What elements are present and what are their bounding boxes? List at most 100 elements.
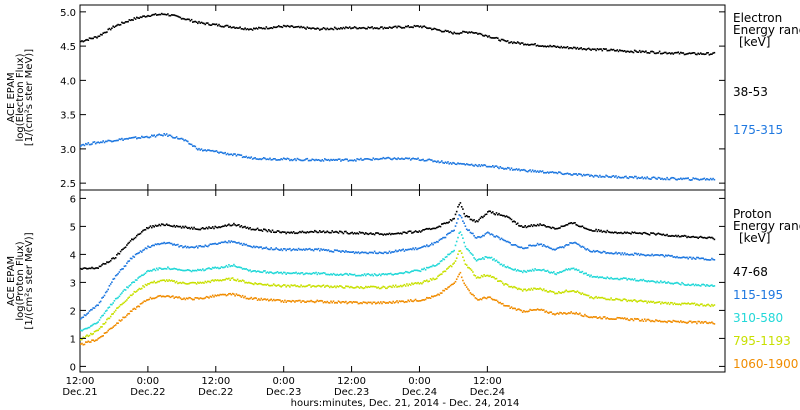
proton-point	[422, 281, 424, 284]
proton-point	[454, 213, 457, 216]
proton-point	[482, 216, 484, 219]
proton-point	[362, 274, 365, 277]
proton-point	[596, 230, 599, 233]
electron-point	[709, 177, 712, 180]
proton-point	[361, 251, 363, 253]
proton-point	[148, 246, 151, 248]
electron-point	[386, 157, 388, 159]
proton-point	[468, 229, 470, 231]
proton-point	[459, 271, 462, 274]
proton-point	[605, 277, 607, 280]
electron-point	[441, 30, 443, 33]
proton-point	[86, 313, 88, 315]
proton-point	[85, 341, 87, 343]
proton-point	[236, 242, 239, 244]
proton-point	[256, 246, 259, 248]
electron-point	[219, 25, 221, 27]
proton-point	[504, 283, 507, 285]
proton-point	[554, 292, 556, 295]
electron-point	[322, 27, 325, 29]
proton-point	[564, 312, 566, 314]
electron-point	[489, 36, 492, 39]
proton-point	[487, 231, 489, 234]
proton-point	[442, 289, 444, 292]
electron-point	[421, 159, 423, 161]
proton-point	[306, 248, 309, 251]
proton-point	[701, 321, 703, 323]
proton-point	[104, 291, 107, 294]
proton-point	[175, 268, 178, 270]
electron-point	[243, 28, 245, 31]
proton-point	[545, 246, 548, 248]
proton-point	[431, 295, 433, 298]
proton-point	[185, 246, 188, 249]
proton-point	[525, 289, 528, 292]
proton-point	[363, 233, 366, 235]
proton-point	[628, 278, 631, 280]
proton-point	[241, 294, 244, 297]
proton-point	[83, 343, 86, 346]
proton-point	[482, 234, 484, 237]
electron-point	[470, 31, 473, 33]
proton-point	[244, 268, 246, 270]
electron-point	[290, 25, 292, 27]
proton-point	[523, 310, 525, 312]
electron-point	[151, 134, 153, 137]
proton-point	[143, 286, 146, 288]
electron-point	[553, 45, 555, 47]
electron-point	[365, 27, 367, 30]
electron-point	[99, 33, 102, 36]
proton-point	[113, 325, 116, 327]
proton-point	[401, 285, 403, 288]
electron-point	[213, 150, 215, 153]
electron-point	[382, 156, 385, 159]
proton-point	[586, 248, 589, 250]
electron-point	[322, 160, 325, 162]
electron-point	[259, 27, 261, 29]
proton-point	[617, 232, 620, 234]
electron-point	[541, 45, 544, 47]
proton-point	[427, 228, 429, 230]
x-tick-label-time: 12:00	[66, 376, 95, 387]
proton-point	[541, 245, 544, 247]
electron-point	[289, 26, 291, 28]
electron-point	[342, 159, 345, 161]
proton-point	[494, 278, 497, 280]
electron-point	[566, 46, 569, 48]
electron-point	[590, 49, 592, 51]
proton-point	[386, 233, 388, 235]
electron-point	[622, 50, 625, 53]
electron-point	[341, 159, 343, 161]
proton-point	[392, 300, 394, 303]
proton-point	[332, 286, 335, 288]
proton-point	[569, 312, 571, 315]
proton-point	[160, 295, 163, 298]
proton-point	[610, 297, 612, 299]
proton-point	[86, 327, 88, 330]
proton-point	[292, 231, 295, 233]
proton-point	[450, 265, 453, 268]
proton-point	[587, 228, 590, 231]
proton-point	[646, 302, 648, 304]
proton-point	[108, 317, 111, 320]
electron-point	[378, 158, 381, 160]
electron-point	[143, 136, 146, 139]
proton-point	[348, 273, 351, 275]
proton-point	[382, 234, 385, 236]
electron-point	[474, 163, 477, 166]
proton-point	[132, 308, 134, 310]
proton-point	[575, 291, 577, 293]
proton-point	[345, 230, 347, 233]
proton-point	[173, 243, 175, 245]
proton-point	[511, 286, 514, 289]
proton-point	[142, 285, 144, 287]
electron-point	[301, 26, 304, 29]
proton-point	[340, 230, 342, 233]
electron-point	[667, 178, 670, 181]
proton-point	[198, 228, 200, 231]
electron-point	[534, 43, 536, 45]
proton-point	[396, 273, 398, 275]
proton-point	[276, 299, 279, 301]
electron-point	[633, 175, 636, 178]
electron-point	[340, 27, 342, 29]
